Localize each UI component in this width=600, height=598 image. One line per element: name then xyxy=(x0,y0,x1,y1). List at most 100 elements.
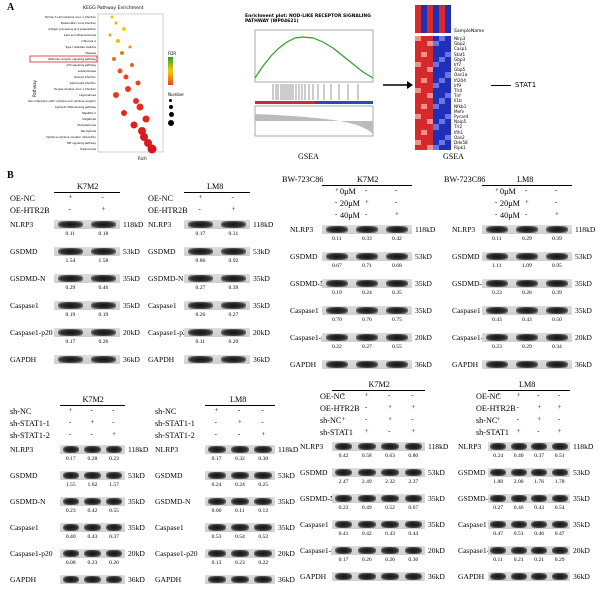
densitometry-value: 0.26 xyxy=(195,312,206,318)
heatmap-cell xyxy=(415,46,421,52)
heatmap-cell xyxy=(433,145,439,151)
title-underline xyxy=(322,185,412,186)
heatmap-gene-label: Tlr2 xyxy=(454,124,463,130)
heatmap-cell xyxy=(415,145,421,151)
densitometry-value: 0.92 xyxy=(228,258,239,264)
kegg-pathway-label: Viral protein interaction with cytokine … xyxy=(28,99,97,103)
densitometry-value: 1.78 xyxy=(554,479,565,485)
condition-sign: - xyxy=(388,392,391,399)
condition-sign: + xyxy=(557,404,562,411)
molecular-weight-label: 35kD xyxy=(278,523,295,532)
blot-strip xyxy=(322,306,412,315)
densitometry-value: 0.31 xyxy=(228,231,239,237)
protein-band xyxy=(105,472,123,479)
protein-band xyxy=(207,576,226,583)
densitometry-value: 0.26 xyxy=(109,560,119,566)
protein-band xyxy=(231,524,249,531)
condition-sign: + xyxy=(365,199,369,206)
blot-protein-label: NLRP3 xyxy=(155,445,179,454)
protein-band xyxy=(490,495,507,502)
molecular-weight-label: 36kD xyxy=(278,575,295,584)
densitometry-value: 1.54 xyxy=(65,258,76,264)
blot-protein-label: GSDMD-N xyxy=(148,274,184,283)
kegg-pathway-label: NOD-like receptor signaling pathway xyxy=(48,57,96,61)
kegg-dot xyxy=(122,27,126,31)
protein-band xyxy=(385,226,409,233)
molecular-weight-label: 35kD xyxy=(128,497,145,506)
blot-strip xyxy=(488,442,570,451)
blot-protein-label: Caspase1 xyxy=(458,520,487,529)
heatmap-cell xyxy=(433,82,439,88)
blot-strip xyxy=(54,220,120,229)
protein-band xyxy=(545,280,569,287)
heatmap-cell xyxy=(415,41,421,47)
kegg-title: KEGG Pathway Enrichment xyxy=(83,6,144,11)
heatmap-cell xyxy=(421,56,427,62)
heatmap-cell xyxy=(427,140,433,146)
kegg-dot xyxy=(110,15,114,19)
blot-protein-label: NLRP3 xyxy=(290,225,314,234)
densitometry-value: 0.55 xyxy=(392,344,402,350)
heatmap-cell xyxy=(421,145,427,151)
heatmap-cell xyxy=(427,108,433,114)
gsea-title: Enrichment plot: NOD-LIKE RECEPTOR SIGNA… xyxy=(245,14,371,24)
kegg-pathway-label: Influenza A xyxy=(82,39,97,43)
protein-band xyxy=(62,472,80,479)
blot-strip xyxy=(60,549,125,558)
protein-band xyxy=(57,221,84,228)
condition-sign: + xyxy=(496,416,501,423)
protein-band xyxy=(325,361,349,368)
heatmap-cell xyxy=(415,140,421,146)
densitometry-value: 0.29 xyxy=(522,236,532,242)
blot-protein-label: GSDMD xyxy=(10,471,38,480)
densitometry-value: 0.29 xyxy=(65,285,76,291)
blot-strip xyxy=(322,279,412,288)
heatmap-gene-label: Gbp2 xyxy=(454,41,466,47)
protein-band xyxy=(404,469,423,476)
molecular-weight-label: 35kD xyxy=(415,279,432,288)
condition-label: OE-HTR2B xyxy=(10,206,50,215)
protein-band xyxy=(385,334,409,341)
heatmap-cell xyxy=(433,114,439,120)
blot-protein-label: Caspase1-p20 xyxy=(10,328,53,337)
protein-band xyxy=(207,524,226,531)
protein-band xyxy=(485,334,509,341)
heatmap-cell xyxy=(433,124,439,130)
molecular-weight-label: 35kD xyxy=(415,306,432,315)
protein-band xyxy=(57,356,84,363)
heatmap-gene-label: Oas2 xyxy=(454,134,465,140)
protein-band xyxy=(404,495,423,502)
kegg-dot xyxy=(121,110,127,116)
condition-sign: + xyxy=(388,404,392,411)
protein-band xyxy=(551,495,568,502)
protein-band xyxy=(490,469,507,476)
protein-band xyxy=(510,469,527,476)
heatmap-cell xyxy=(427,67,433,73)
protein-band xyxy=(485,226,509,233)
condition-sign: - xyxy=(214,419,217,426)
blot-protein-label: Caspase1 xyxy=(148,301,177,310)
protein-band xyxy=(515,253,539,260)
densitometry-value: 0.11 xyxy=(332,236,342,242)
heatmap-cell xyxy=(427,93,433,99)
condition-sign: - xyxy=(496,404,499,411)
blot-strip xyxy=(205,497,275,506)
gsea-heatmap: SampleName Nlrp3 Gbp2 Casp1 Stat1 Gbp3 Irf7 Gb… xyxy=(413,3,553,151)
heatmap-cell xyxy=(421,77,427,83)
densitometry-value: 0.43 xyxy=(534,505,545,511)
heatmap-cell xyxy=(445,134,451,140)
protein-band xyxy=(355,226,379,233)
protein-band xyxy=(355,280,379,287)
heatmap-cell xyxy=(421,134,427,140)
heatmap-gene-label: Nfkb1 xyxy=(454,103,467,109)
heatmap-cell xyxy=(439,88,445,94)
kegg-pathway-label: Salmonella infection xyxy=(70,81,97,85)
blot-protein-label: GSDMD-N xyxy=(10,497,46,506)
heatmap-cell xyxy=(439,140,445,146)
condition-sign: - xyxy=(335,199,338,206)
condition-sign: + xyxy=(496,392,501,399)
densitometry-value: 0.27 xyxy=(362,344,372,350)
condition-sign: + xyxy=(537,404,542,411)
condition-sign: - xyxy=(395,187,398,194)
densitometry-value: 0.27 xyxy=(493,505,504,511)
